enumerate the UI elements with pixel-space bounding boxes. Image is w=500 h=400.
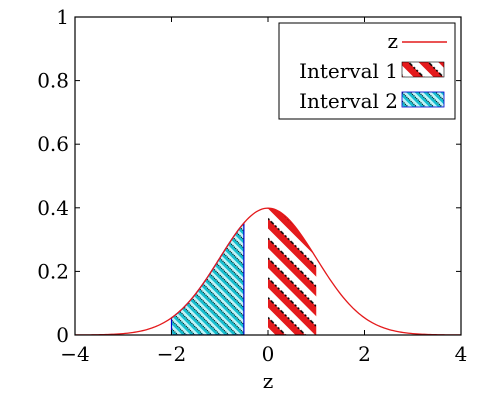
y-tick-label: 0.6: [37, 132, 69, 156]
legend-label-interval-1: Interval 1: [299, 59, 398, 83]
x-tick-label: −4: [60, 342, 89, 366]
legend-label-z: z: [387, 29, 398, 53]
y-tick-label: 0.4: [37, 196, 69, 220]
y-tick-label: 1: [56, 5, 69, 29]
shaded-interval-2: [170, 221, 245, 335]
plot-area: [75, 207, 461, 335]
legend-label-interval-2: Interval 2: [299, 89, 398, 113]
legend: z Interval 1 Interval 2: [278, 22, 456, 120]
x-axis-label: z: [263, 369, 274, 393]
y-tick-label: 0.8: [37, 69, 69, 93]
legend-swatch-interval-1: [401, 61, 445, 78]
y-tick-label: 0: [56, 323, 69, 347]
shaded-interval-1: [268, 208, 317, 335]
x-tick-label: 2: [358, 342, 371, 366]
density-curve-z: [75, 207, 461, 335]
axis-ticks: −4 −2 0 2 4 0 0.2 0.4 0.6 0.8 1: [37, 5, 467, 366]
y-tick-label: 0.2: [37, 259, 69, 283]
x-tick-label: 4: [455, 342, 468, 366]
legend-swatch-interval-2: [401, 91, 445, 108]
x-tick-label: −2: [157, 342, 186, 366]
x-tick-label: 0: [262, 342, 275, 366]
